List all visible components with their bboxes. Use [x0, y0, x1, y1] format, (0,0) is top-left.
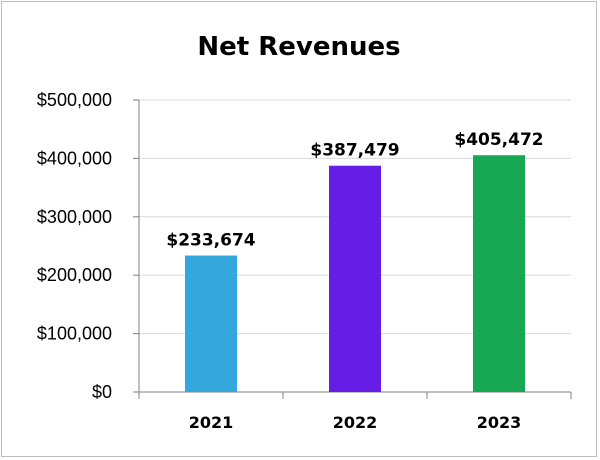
y-axis-tick-labels: $0 $100,000 $200,000 $300,000 $400,000 $500,0… [37, 90, 112, 402]
bar-2023 [473, 155, 525, 392]
data-label-2023: $405,472 [454, 130, 543, 150]
bar-2022 [329, 165, 381, 392]
y-tick-label: $0 [92, 382, 112, 402]
y-tick-label: $400,000 [37, 148, 112, 168]
y-tick-label: $500,000 [37, 90, 112, 110]
data-label-2022: $387,479 [310, 141, 399, 161]
chart-title: Net Revenues [197, 32, 400, 62]
x-tick-label-2022: 2022 [333, 413, 378, 432]
bars [185, 155, 525, 392]
x-tick-label-2023: 2023 [477, 413, 522, 432]
data-labels: $233,674 $387,479 $405,472 [166, 130, 543, 250]
data-label-2021: $233,674 [166, 231, 255, 251]
bar-2021 [185, 255, 237, 392]
y-tick-label: $200,000 [37, 265, 112, 285]
y-tick-label: $100,000 [37, 324, 112, 344]
x-axis-tick-labels: 2021 2022 2023 [189, 413, 522, 432]
x-tick-label-2021: 2021 [189, 413, 234, 432]
y-tick-label: $300,000 [37, 207, 112, 227]
